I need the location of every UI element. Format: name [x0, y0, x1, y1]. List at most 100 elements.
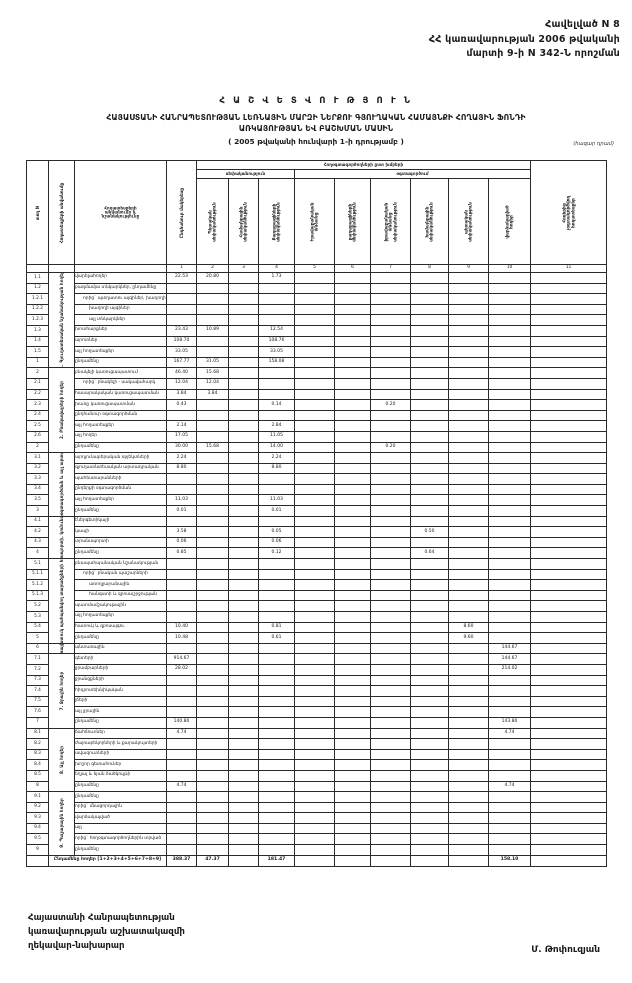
- row-label: բնակելի կառուցապատում: [74, 367, 167, 379]
- cell-c5: [294, 621, 335, 634]
- cell-c9: [448, 791, 489, 803]
- cell-c6: [334, 801, 371, 814]
- cell-c1: 914.67: [166, 653, 197, 665]
- cell-c8: [410, 494, 449, 507]
- cell-c7: [370, 844, 411, 856]
- cell-c7: [370, 822, 411, 835]
- row-group-label: 3. Արդյունաբերության, ընդերքօգտագործման …: [48, 452, 75, 517]
- cell-c3: [228, 579, 259, 591]
- cell-c3: [228, 844, 259, 856]
- cell-c5: [294, 685, 335, 697]
- colnum-3: 3: [228, 264, 259, 273]
- cell-c1: [166, 600, 197, 612]
- row-label: ընդամենը: [74, 844, 167, 856]
- row-label: այլ հողեր: [74, 430, 167, 443]
- cell-c8: [410, 335, 449, 348]
- cell-c9: [448, 356, 489, 369]
- row-group-label: 9. Պաշարային հողեր: [48, 791, 75, 856]
- cell-c8: 0.50: [410, 526, 449, 538]
- cell-c2: [196, 769, 229, 782]
- cell-c7: [370, 420, 411, 432]
- cell-c2: [196, 833, 229, 846]
- cell-c5: [294, 706, 335, 718]
- cell-c3: [228, 388, 259, 401]
- row-index: 7.1: [26, 653, 49, 665]
- total-c1: 388.37: [166, 854, 197, 867]
- cell-c9: [448, 568, 489, 581]
- cell-c1: [166, 642, 197, 655]
- cell-c3: [228, 282, 259, 295]
- cell-c7: [370, 409, 411, 422]
- cell-c2: [196, 791, 229, 803]
- th-col3: Համայնքային սեփականություն: [228, 178, 259, 265]
- cell-c6: [334, 759, 371, 771]
- cell-c3: [228, 833, 259, 846]
- cell-c5: [294, 515, 335, 528]
- cell-c2: [196, 589, 229, 602]
- cell-c2: [196, 801, 229, 814]
- table-row: 2 2. Բնակավայրերի հողեր բնակելի կառուցապատ…: [26, 367, 608, 454]
- cell-c1: [166, 822, 197, 835]
- cell-c11: [530, 685, 608, 697]
- cell-c6: [334, 452, 371, 464]
- cell-c3: [228, 600, 259, 612]
- cell-c2: 20.80: [196, 272, 229, 284]
- cell-c8: [410, 420, 449, 432]
- cell-c10: [487, 324, 532, 337]
- cell-c9: [448, 674, 489, 687]
- cell-c5: [294, 346, 335, 358]
- cell-c10: [487, 526, 532, 538]
- cell-c9: [448, 399, 489, 411]
- cell-c4: 0.12: [258, 547, 295, 560]
- cell-c10: [487, 494, 532, 507]
- cell-c4: [258, 801, 295, 814]
- cell-c11: [530, 600, 608, 612]
- cell-c9: [448, 844, 489, 856]
- cell-c6: [334, 621, 371, 634]
- cell-c4: [258, 706, 295, 718]
- cell-c8: [410, 759, 449, 771]
- cell-c10: [487, 579, 532, 591]
- cell-c2: [196, 335, 229, 348]
- cell-c1: 12.04: [166, 377, 197, 390]
- cell-c10: 144.67: [487, 642, 532, 655]
- total-c5: [294, 854, 335, 867]
- table-row: 1.2 բազմամյա տնկարկներ, ընդամենը: [26, 282, 608, 295]
- cell-c11: [530, 526, 608, 538]
- row-label: հասարակական կառուցապատման: [74, 388, 167, 401]
- cell-c4: [258, 388, 295, 401]
- cell-c7: [370, 462, 411, 475]
- row-index: 5.4: [26, 621, 49, 634]
- table-body: 1.1 1. Գյուղատեսական նշանակության հողեր վա…: [26, 271, 608, 867]
- th-col2: Պետական սեփականություն: [196, 178, 229, 265]
- table-row: 5.2 պատմամշակութային: [26, 600, 608, 612]
- row-label: ավազուտների: [74, 748, 167, 761]
- cell-c4: [258, 642, 295, 655]
- cell-c9: [448, 611, 489, 623]
- cell-c3: [228, 568, 259, 581]
- cell-c2: [196, 653, 229, 665]
- cell-c7: [370, 473, 411, 485]
- cell-c6: [334, 282, 371, 295]
- cell-c2: [196, 642, 229, 655]
- th-category-group: Հողատեսքերի անվանումը: [48, 160, 75, 265]
- cell-c9: [448, 377, 489, 390]
- cell-c9: [448, 526, 489, 538]
- cell-c3: [228, 335, 259, 348]
- cell-c10: [487, 589, 532, 602]
- cell-c5: [294, 473, 335, 485]
- row-group-label: 6. Անտառային հողեր: [48, 642, 75, 655]
- cell-c9: [448, 430, 489, 443]
- cell-c4: 11.03: [258, 494, 295, 507]
- row-label: այլ: [74, 822, 167, 835]
- cell-c3: [228, 791, 259, 803]
- cell-c7: [370, 324, 411, 337]
- table-row: 2.3 խառը կառուցապատման 0.43 0.14 0.20: [26, 399, 608, 411]
- cell-c3: [228, 515, 259, 528]
- row-index: 5: [26, 632, 49, 644]
- cell-c4: [258, 515, 295, 528]
- cell-c5: [294, 642, 335, 655]
- row-label: այլ հողատեսքեր: [74, 611, 167, 623]
- row-label: ընդերքի օգտագործման: [74, 483, 167, 496]
